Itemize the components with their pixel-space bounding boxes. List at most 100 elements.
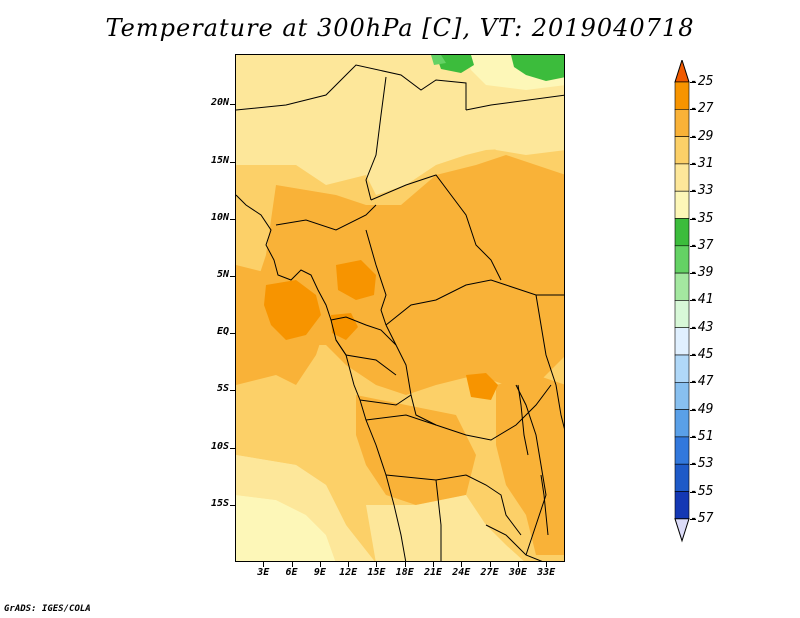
lat-label: 10S <box>210 440 229 452</box>
colorbar-label: -43 <box>690 319 714 335</box>
colorbar-swatch <box>674 108 690 137</box>
colorbar-label: -33 <box>690 183 714 199</box>
colorbar-label: -31 <box>690 155 714 171</box>
colorbar-tick <box>690 436 696 438</box>
temperature-map <box>236 55 564 561</box>
lat-label: EQ <box>216 326 229 338</box>
lat-tick <box>230 447 235 449</box>
colorbar-swatch <box>674 136 690 165</box>
lon-tick <box>263 562 265 567</box>
colorbar-label: -35 <box>690 210 714 226</box>
colorbar-label: -51 <box>690 428 714 444</box>
colorbar-label: -49 <box>690 401 714 417</box>
borders-layer <box>236 64 564 561</box>
colorbar-swatch <box>674 327 690 356</box>
colorbar-label: -55 <box>690 483 714 499</box>
colorbar-tick <box>690 191 696 193</box>
border-c6 <box>330 316 397 346</box>
lon-label: 9E <box>313 567 326 578</box>
lon-tick <box>348 562 350 567</box>
lon-tick <box>489 562 491 567</box>
shade-green-1 <box>436 55 474 73</box>
colorbar-swatch <box>674 436 690 465</box>
lake-1 <box>517 384 529 456</box>
shade-dark-east <box>496 375 564 555</box>
shade-light-south <box>366 495 524 561</box>
border-c3 <box>365 229 387 326</box>
colorbar-swatch <box>674 491 690 520</box>
shade-light-north <box>236 55 466 165</box>
colorbar-tick <box>690 273 696 275</box>
shade-lightgreen-1 <box>431 55 446 65</box>
border-c2 <box>275 204 377 231</box>
colorbar-tick <box>690 382 696 384</box>
lon-tick <box>461 562 463 567</box>
colorbar-swatch <box>674 300 690 328</box>
colorbar-label: -47 <box>690 374 714 390</box>
lat-tick <box>230 333 235 335</box>
colorbar-tick <box>690 327 696 329</box>
lake-2 <box>540 474 549 536</box>
lon-tick <box>546 562 548 567</box>
lon-tick <box>319 562 321 567</box>
colorbar-swatch <box>674 354 690 383</box>
lon-label: 30E <box>508 567 527 578</box>
colorbar-bottom-triangle <box>674 518 690 543</box>
lon-label: 15E <box>367 567 386 578</box>
colorbar-swatch <box>674 81 690 110</box>
shade-darkest-3 <box>466 373 498 400</box>
colorbar-tick <box>690 82 696 83</box>
shade-dark-central <box>256 155 564 415</box>
colorbar-tick <box>690 218 696 220</box>
border-n1 <box>236 64 467 111</box>
lon-label: 12E <box>339 567 358 578</box>
lat-label: 10N <box>210 211 229 223</box>
colorbar-label: -27 <box>690 101 714 117</box>
colorbar-label: -45 <box>690 347 714 362</box>
shade-light-northeast <box>461 85 564 155</box>
lon-tick <box>404 562 406 567</box>
lat-label: 5N <box>216 268 229 280</box>
shade-green-2 <box>511 55 564 81</box>
colorbar-tick <box>690 518 696 520</box>
colorbar-tick <box>690 136 696 138</box>
colorbar-swatch <box>674 409 690 438</box>
border-n2 <box>365 76 387 201</box>
lat-tick <box>230 218 235 220</box>
border-c7 <box>335 339 397 376</box>
colorbar-label: -25 <box>690 74 714 89</box>
colorbar-swatch <box>674 163 690 192</box>
colorbar-label: -29 <box>690 128 714 144</box>
chart-title: Temperature at 300hPa [C], VT: 201904071… <box>105 14 695 42</box>
lon-label: 27E <box>480 567 499 578</box>
colorbar-label: -57 <box>690 510 714 526</box>
shade-dark-south <box>356 395 476 505</box>
colorbar-swatch <box>674 245 690 274</box>
colorbar-tick <box>690 355 696 356</box>
colorbar-label: -39 <box>690 265 714 281</box>
colorbar-tick <box>690 491 696 493</box>
lat-label: 15N <box>210 154 229 166</box>
colorbar-top-triangle <box>674 60 690 83</box>
lon-label: 6E <box>285 567 298 578</box>
lon-label: 21E <box>423 567 443 578</box>
colorbar <box>674 60 690 543</box>
colorbar-label: -41 <box>690 292 714 308</box>
border-s1 <box>359 394 412 406</box>
lon-label: 18E <box>395 567 414 578</box>
map-panel <box>235 54 565 562</box>
shading-layer <box>236 55 564 561</box>
border-n3 <box>465 94 564 111</box>
lat-tick <box>230 504 235 506</box>
colorbar-swatch <box>674 381 690 410</box>
lat-tick <box>230 390 235 392</box>
shade-darkest-2 <box>336 260 376 300</box>
border-s2 <box>365 414 437 426</box>
lon-tick <box>291 562 293 567</box>
lon-tick <box>517 562 519 567</box>
lat-label: 15S <box>210 497 229 509</box>
colorbar-tick <box>690 300 696 302</box>
lat-tick <box>230 161 235 163</box>
lon-label: 24E <box>452 567 471 578</box>
footer-credit: GrADS: IGES/COLA <box>4 604 91 614</box>
